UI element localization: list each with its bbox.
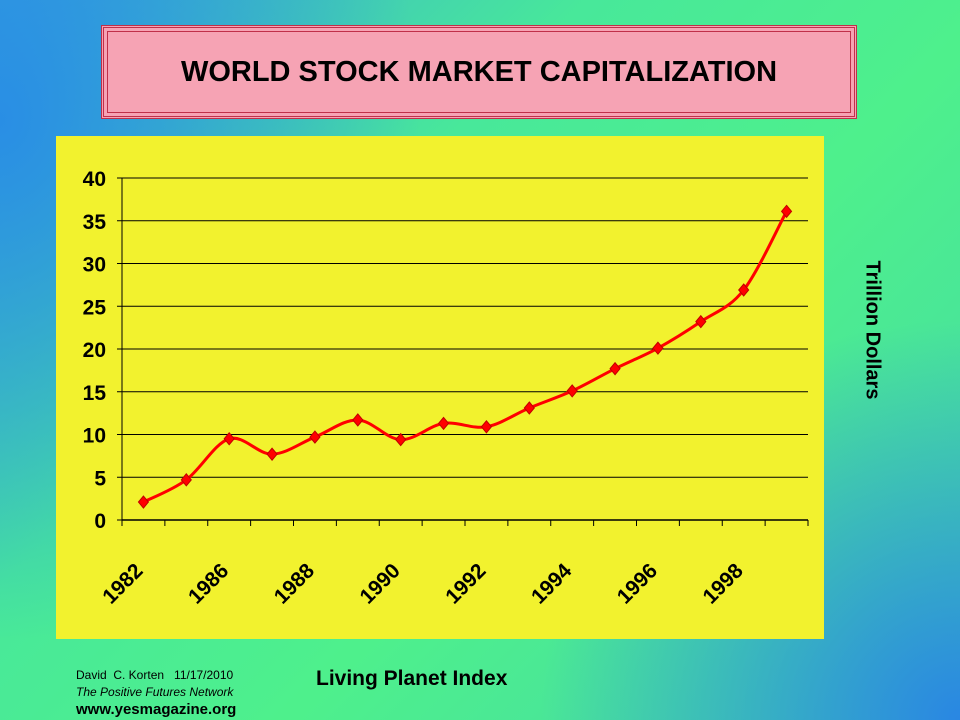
data-point xyxy=(566,384,578,398)
title-box: WORLD STOCK MARKET CAPITALIZATION xyxy=(101,25,857,119)
y-axis-label: Trillion Dollars xyxy=(861,260,884,400)
x-tick-label: 1988 xyxy=(270,559,320,609)
y-tick-label: 10 xyxy=(83,425,106,448)
plot-background xyxy=(56,136,824,639)
data-point xyxy=(180,473,192,487)
website-link[interactable]: www.yesmagazine.org xyxy=(76,701,237,718)
data-point xyxy=(223,431,235,446)
y-tick-label: 30 xyxy=(83,254,106,277)
x-tick-label: 1982 xyxy=(98,559,147,608)
data-point xyxy=(780,204,793,219)
data-point xyxy=(309,430,321,444)
y-tick-label: 15 xyxy=(83,382,107,405)
x-tick-label: 1996 xyxy=(613,559,662,608)
data-point xyxy=(695,314,707,329)
x-tick-label: 1994 xyxy=(527,559,577,609)
author: David C. Korten 11/17/2010 xyxy=(76,668,234,682)
chart-title: WORLD STOCK MARKET CAPITALIZATION xyxy=(180,55,778,88)
x-tick-label: 1986 xyxy=(184,559,233,608)
y-tick-label: 5 xyxy=(94,467,106,490)
series-line xyxy=(142,210,788,504)
data-point xyxy=(437,416,450,431)
y-tick-label: 0 xyxy=(94,510,106,533)
data-point xyxy=(137,495,150,509)
y-tick-label: 35 xyxy=(83,211,107,234)
data-point xyxy=(395,432,407,447)
network: The Positive Futures Network xyxy=(76,685,234,699)
data-point xyxy=(352,413,364,427)
y-tick-label: 40 xyxy=(83,168,106,191)
y-tick-label: 25 xyxy=(83,296,107,319)
data-point xyxy=(652,341,664,355)
data-point xyxy=(266,447,278,461)
data-point xyxy=(480,420,493,434)
data-point xyxy=(738,283,750,297)
data-point xyxy=(523,401,535,415)
caption: Living Planet Index xyxy=(316,667,508,690)
y-tick-label: 20 xyxy=(83,339,106,362)
data-point xyxy=(609,361,621,376)
x-tick-label: 1992 xyxy=(441,559,490,608)
credit-block: David C. Korten 11/17/2010 The Positive … xyxy=(76,667,236,718)
x-tick-label: 1990 xyxy=(355,559,404,608)
x-tick-label: 1998 xyxy=(698,559,748,609)
